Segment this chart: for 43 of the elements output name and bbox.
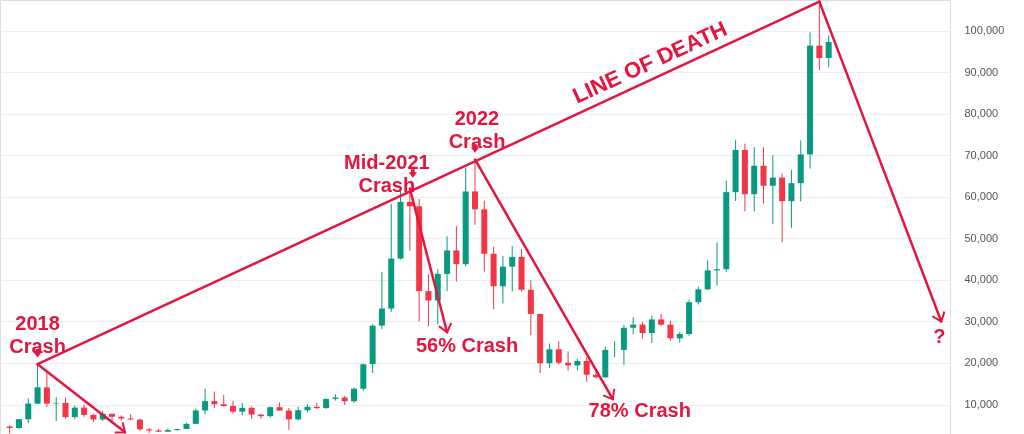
candlestick [202, 388, 209, 416]
candlestick [779, 173, 786, 243]
candlestick [658, 313, 665, 327]
y-tick-label: 10,000 [964, 398, 999, 411]
annotation: ? [933, 325, 946, 348]
candlestick [509, 245, 516, 293]
candlestick [704, 259, 711, 291]
y-tick-label: 40,000 [964, 273, 999, 286]
y-tick-label: 90,000 [964, 65, 999, 78]
candlestick [667, 320, 674, 342]
candlestick [25, 397, 32, 424]
candlestick [53, 396, 60, 422]
annotation: 2022 Crash [448, 107, 506, 153]
y-tick-label: 50,000 [964, 231, 999, 244]
candlestick [230, 400, 237, 415]
annotation: Mid-2021 Crash [344, 150, 430, 196]
annotation: 56% Crash [415, 334, 519, 357]
candlestick [546, 343, 553, 369]
candlestick [453, 225, 460, 283]
y-tick-label: 70,000 [964, 148, 999, 161]
candlestick [444, 235, 451, 292]
candlestick [648, 315, 655, 344]
candlestick [788, 169, 795, 229]
candlestick [760, 146, 767, 204]
candlestick [499, 255, 506, 305]
y-tick-label: 20,000 [964, 356, 999, 369]
y-tick-label: 60,000 [964, 190, 999, 203]
annotation: 78% Crash [588, 399, 691, 422]
candlestick [769, 154, 776, 225]
y-tick-label: 100,000 [964, 24, 1005, 37]
y-tick-label: 30,000 [964, 314, 999, 327]
candlestick [285, 407, 292, 431]
y-tick-label: 80,000 [964, 107, 999, 120]
candlestick [378, 271, 385, 330]
candlestick [555, 340, 562, 366]
candlestick [62, 396, 69, 420]
annotation: 2018 Crash [9, 312, 66, 358]
candlestick [825, 34, 832, 68]
candlestick [34, 363, 41, 405]
candlestick [583, 356, 590, 383]
candlestick [425, 273, 432, 327]
candlestick [620, 324, 627, 366]
candlestick [43, 372, 50, 408]
